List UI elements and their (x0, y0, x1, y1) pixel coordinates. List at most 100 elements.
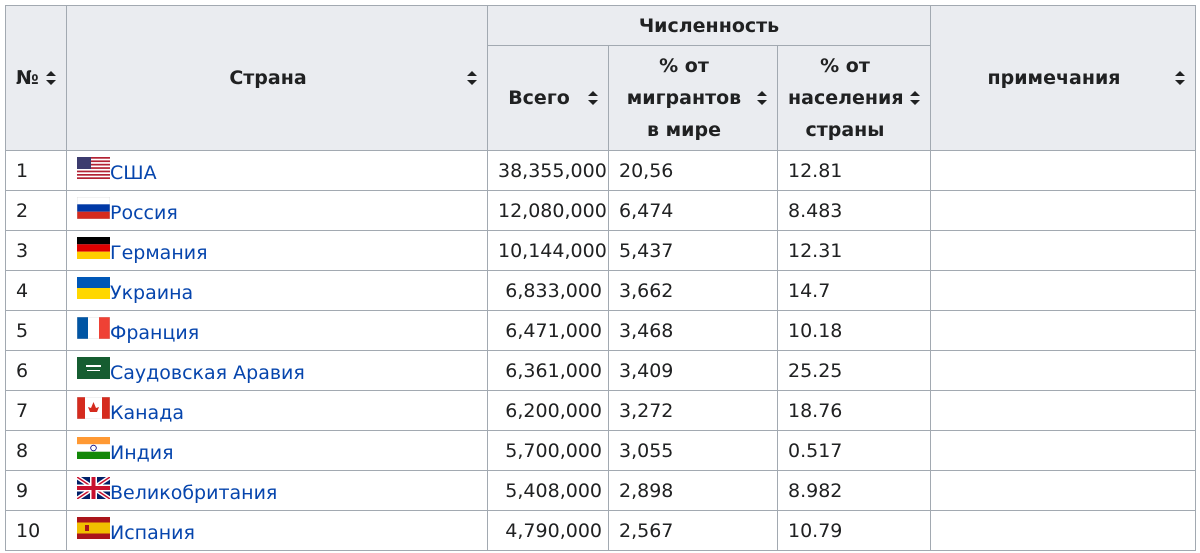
notes-header[interactable]: примечания (930, 5, 1196, 151)
table-row: 5 Франция 6,471,000 3,468 10.18 (5, 310, 1196, 351)
table-row: 8 Индия 5,700,000 3,055 0.517 (5, 430, 1196, 471)
pct-population-header[interactable]: % от населения страны (777, 45, 931, 151)
flag (77, 277, 110, 299)
table-row: 1 США 38,355,000 20,56 12.81 (5, 150, 1196, 191)
table-row: 2 Россия 12,080,000 6,474 8.483 (5, 190, 1196, 231)
table-row: 7 Канада 6,200,000 3,272 18.76 (5, 390, 1196, 431)
country-cell: США (66, 150, 488, 191)
country-cell: Испания (66, 510, 488, 551)
rank-cell: 2 (5, 190, 67, 231)
country-link[interactable]: Индия (110, 442, 174, 464)
pct-migrants-cell: 20,56 (608, 150, 778, 191)
rank-cell: 3 (5, 230, 67, 271)
pct-migrants-cell: 3,055 (608, 430, 778, 471)
table-row: 6 Саудовская Аравия 6,361,000 3,409 25.25 (5, 350, 1196, 391)
total-cell: 5,408,000 (487, 470, 609, 511)
notes-cell (930, 390, 1196, 431)
rank-cell: 10 (5, 510, 67, 551)
total-cell: 12,080,000 (487, 190, 609, 231)
pct-migrants-cell: 5,437 (608, 230, 778, 271)
notes-cell (930, 230, 1196, 271)
country-header-text: Страна (229, 67, 307, 89)
total-header[interactable]: Всего (487, 45, 609, 151)
total-cell: 5,700,000 (487, 430, 609, 471)
total-cell: 10,144,000 (487, 230, 609, 271)
country-cell: Канада (66, 390, 488, 431)
country-link[interactable]: Украина (110, 282, 194, 304)
pct-population-cell: 10.79 (777, 510, 931, 551)
flag (76, 316, 111, 340)
notes-cell (930, 470, 1196, 511)
rank-cell: 8 (5, 430, 67, 471)
country-header[interactable]: Страна (66, 5, 488, 151)
pct-migrants-cell: 3,468 (608, 310, 778, 351)
sort-icon[interactable] (1175, 71, 1185, 85)
rank-cell: 9 (5, 470, 67, 511)
country-cell: Великобритания (66, 470, 488, 511)
notes-cell (930, 430, 1196, 471)
rank-cell: 7 (5, 390, 67, 431)
pct-migrants-cell: 2,567 (608, 510, 778, 551)
total-cell: 6,361,000 (487, 350, 609, 391)
country-link[interactable]: США (110, 162, 157, 184)
rank-header[interactable]: № (5, 5, 67, 151)
country-link[interactable]: Саудовская Аравия (110, 362, 305, 384)
flag (76, 396, 111, 420)
notes-cell (930, 150, 1196, 191)
pct-migrants-cell: 6,474 (608, 190, 778, 231)
rank-cell: 6 (5, 350, 67, 391)
sort-icon[interactable] (467, 71, 477, 85)
pct-population-cell: 14.7 (777, 270, 931, 311)
pct-migrants-cell: 3,272 (608, 390, 778, 431)
pct-population-cell: 10.18 (777, 310, 931, 351)
table-row: 4 Украина 6,833,000 3,662 14.7 (5, 270, 1196, 311)
country-cell: Германия (66, 230, 488, 271)
pct-population-cell: 12.81 (777, 150, 931, 191)
pct-migrants-cell: 3,409 (608, 350, 778, 391)
table-body: 1 США 38,355,000 20,56 12.81 2 Россия 12,080,00… (5, 150, 1196, 551)
flag (77, 517, 110, 539)
total-cell: 6,471,000 (487, 310, 609, 351)
pct-population-cell: 0.517 (777, 430, 931, 471)
pct-population-cell: 8.483 (777, 190, 931, 231)
sort-icon[interactable] (46, 71, 56, 85)
sort-icon[interactable] (910, 91, 920, 105)
notes-header-text: примечания (987, 67, 1121, 89)
country-link[interactable]: Германия (110, 242, 208, 264)
flag (77, 157, 110, 179)
flag (76, 196, 111, 220)
total-cell: 4,790,000 (487, 510, 609, 551)
flag (77, 437, 110, 459)
rank-header-text: № (16, 67, 39, 89)
notes-cell (930, 350, 1196, 391)
rank-cell: 5 (5, 310, 67, 351)
pct-population-cell: 12.31 (777, 230, 931, 271)
notes-cell (930, 510, 1196, 551)
total-cell: 6,833,000 (487, 270, 609, 311)
table-row: 9 Великобритания 5,408,000 2,898 8.982 (5, 470, 1196, 511)
sort-icon[interactable] (757, 91, 767, 105)
rank-cell: 1 (5, 150, 67, 191)
flag (77, 357, 110, 379)
country-link[interactable]: Канада (110, 402, 184, 424)
total-cell: 38,355,000 (487, 150, 609, 191)
pct-migrants-header[interactable]: % от мигрантов в мире (608, 45, 778, 151)
sort-icon[interactable] (588, 91, 598, 105)
pct-population-cell: 8.982 (777, 470, 931, 511)
table-row: 3 Германия 10,144,000 5,437 12.31 (5, 230, 1196, 271)
country-link[interactable]: Великобритания (110, 482, 278, 504)
notes-cell (930, 190, 1196, 231)
country-link[interactable]: Россия (110, 202, 178, 224)
pct-population-cell: 25.25 (777, 350, 931, 391)
pct-migrants-cell: 2,898 (608, 470, 778, 511)
flag (77, 237, 110, 259)
country-cell: Россия (66, 190, 488, 231)
flag (75, 475, 112, 501)
pct-population-header-text: % от населения страны (788, 55, 904, 141)
country-cell: Индия (66, 430, 488, 471)
notes-cell (930, 270, 1196, 311)
table-row: 10 Испания 4,790,000 2,567 10.79 (5, 510, 1196, 551)
country-link[interactable]: Испания (110, 522, 195, 544)
country-link[interactable]: Франция (110, 322, 200, 344)
